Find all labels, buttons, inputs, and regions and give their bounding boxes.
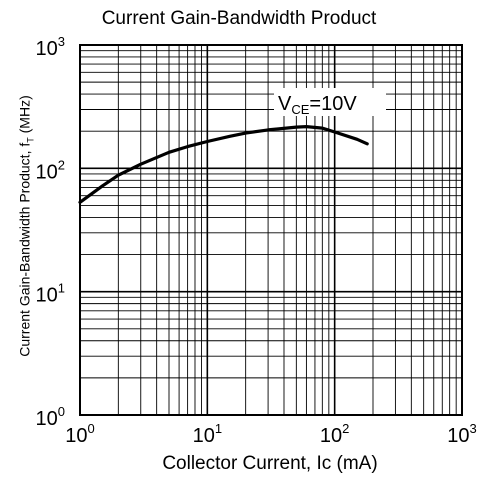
x-tick-exponent: 3: [470, 421, 477, 436]
x-tick-exponent: 0: [88, 421, 95, 436]
gain-bandwidth-curve: [78, 125, 369, 204]
x-tick-exponent: 1: [215, 421, 222, 436]
chart-title: Current Gain-Bandwidth Product: [101, 8, 377, 29]
y-tick-label: 101: [36, 281, 65, 307]
x-tick-labels: 100 101 102 103: [65, 421, 476, 447]
y-tick-exponent: 2: [58, 157, 65, 172]
annotation-subscript: CE: [291, 102, 309, 117]
y-tick-label: 102: [36, 157, 65, 183]
major-gridlines: [79, 44, 463, 416]
y-tick-base: 10: [36, 161, 58, 183]
x-tick-base: 10: [320, 425, 342, 447]
minor-gridlines: [80, 45, 462, 415]
y-tick-label: 100: [36, 404, 65, 430]
y-tick-label: 103: [36, 34, 65, 60]
x-tick-label: 100: [65, 421, 94, 447]
plot-frame: [79, 44, 463, 416]
y-tick-exponent: 1: [58, 281, 65, 296]
y-tick-base: 10: [36, 408, 58, 430]
annotation-background: [274, 88, 386, 116]
x-tick-base: 10: [65, 425, 87, 447]
x-tick-label: 102: [320, 421, 349, 447]
annotation-prefix: V: [278, 93, 292, 115]
y-tick-base: 10: [36, 285, 58, 307]
vce-annotation: VCE=10V: [274, 88, 386, 117]
y-tick-exponent: 3: [58, 34, 65, 49]
x-axis-label: Collector Current, Ic (mA): [162, 453, 378, 474]
x-tick-label: 101: [193, 421, 222, 447]
x-tick-base: 10: [447, 425, 469, 447]
x-tick-exponent: 2: [342, 421, 349, 436]
annotation-suffix: =10V: [309, 93, 357, 115]
y-tick-base: 10: [36, 38, 58, 60]
x-tick-label: 103: [447, 421, 476, 447]
annotation-text: VCE=10V: [278, 93, 357, 117]
x-tick-base: 10: [193, 425, 215, 447]
y-tick-exponent: 0: [58, 404, 65, 419]
